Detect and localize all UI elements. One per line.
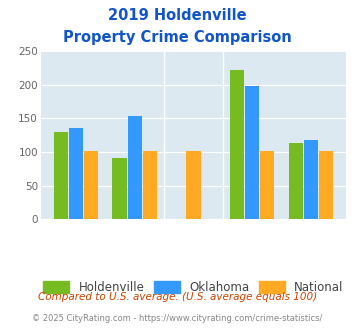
Bar bbox=[319, 151, 333, 219]
Bar bbox=[143, 151, 157, 219]
Bar bbox=[84, 151, 98, 219]
Text: Property Crime Comparison: Property Crime Comparison bbox=[63, 30, 292, 45]
Bar bbox=[230, 70, 244, 219]
Bar bbox=[113, 158, 126, 219]
Bar bbox=[304, 140, 318, 219]
Bar bbox=[261, 151, 274, 219]
Bar bbox=[186, 151, 201, 219]
Bar bbox=[128, 116, 142, 219]
Bar bbox=[245, 86, 259, 219]
Bar bbox=[69, 128, 83, 219]
Legend: Holdenville, Oklahoma, National: Holdenville, Oklahoma, National bbox=[38, 276, 349, 299]
Bar bbox=[54, 132, 68, 219]
Bar bbox=[289, 143, 303, 219]
Text: 2019 Holdenville: 2019 Holdenville bbox=[108, 8, 247, 23]
Text: Compared to U.S. average. (U.S. average equals 100): Compared to U.S. average. (U.S. average … bbox=[38, 292, 317, 302]
Text: © 2025 CityRating.com - https://www.cityrating.com/crime-statistics/: © 2025 CityRating.com - https://www.city… bbox=[32, 314, 323, 323]
